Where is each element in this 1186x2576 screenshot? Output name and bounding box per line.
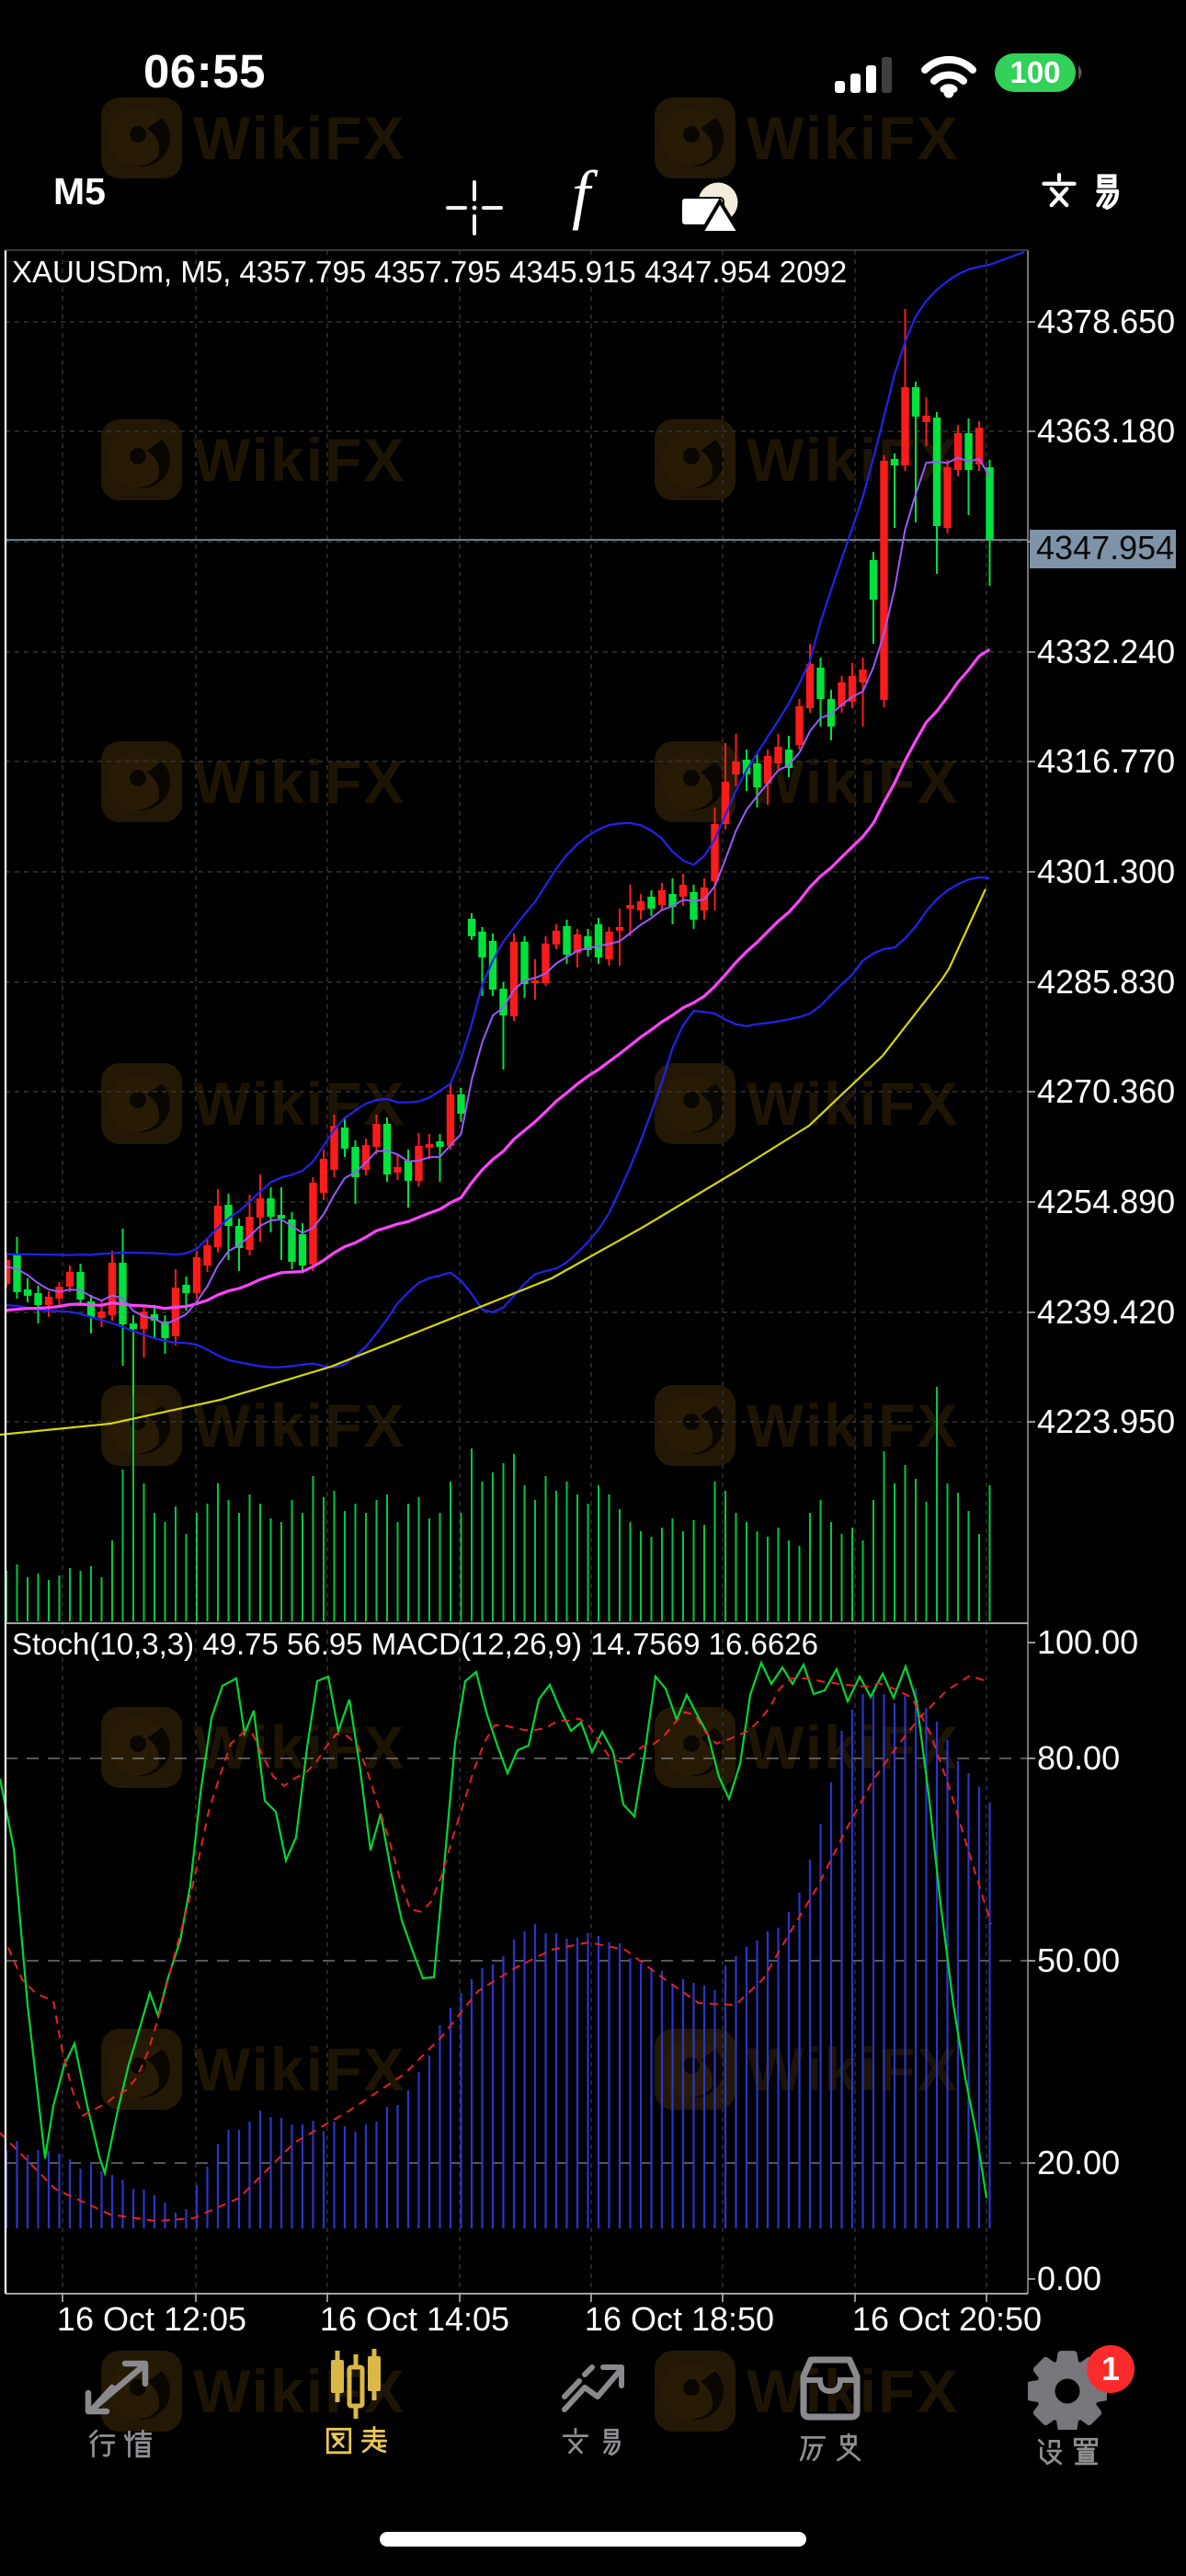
svg-text:WikiFX: WikiFX <box>193 2035 405 2103</box>
svg-text:WikiFX: WikiFX <box>193 1713 405 1781</box>
svg-text:Stoch(10,3,3) 49.75 56.95 MACD: Stoch(10,3,3) 49.75 56.95 MACD(12,26,9) … <box>12 1627 818 1661</box>
svg-text:80.00: 80.00 <box>1037 1739 1120 1777</box>
svg-text:100.00: 100.00 <box>1037 1623 1138 1661</box>
svg-text:16 Oct 14:05: 16 Oct 14:05 <box>320 2300 509 2338</box>
svg-text:16 Oct 20:50: 16 Oct 20:50 <box>852 2300 1042 2338</box>
svg-text:4332.240: 4332.240 <box>1037 633 1175 670</box>
svg-text:16 Oct 18:50: 16 Oct 18:50 <box>585 2300 774 2338</box>
svg-text:16 Oct 12:05: 16 Oct 12:05 <box>57 2300 246 2338</box>
svg-text:WikiFX: WikiFX <box>747 104 959 172</box>
svg-text:4347.954: 4347.954 <box>1036 529 1174 567</box>
svg-text:4254.890: 4254.890 <box>1037 1183 1175 1220</box>
svg-text:WikiFX: WikiFX <box>747 1070 959 1138</box>
svg-text:WikiFX: WikiFX <box>747 1391 959 1460</box>
svg-text:4285.830: 4285.830 <box>1037 963 1175 1001</box>
svg-text:20.00: 20.00 <box>1037 2144 1120 2181</box>
svg-text:XAUUSDm, M5, 4357.795 4357.795: XAUUSDm, M5, 4357.795 4357.795 4345.915 … <box>12 255 847 289</box>
svg-text:WikiFX: WikiFX <box>193 1391 405 1460</box>
svg-text:4316.770: 4316.770 <box>1037 742 1175 780</box>
svg-text:0.00: 0.00 <box>1037 2260 1101 2297</box>
svg-text:WikiFX: WikiFX <box>747 426 959 494</box>
svg-text:4223.950: 4223.950 <box>1037 1402 1175 1440</box>
svg-text:4239.420: 4239.420 <box>1037 1293 1175 1331</box>
svg-text:WikiFX: WikiFX <box>193 748 405 816</box>
svg-text:WikiFX: WikiFX <box>193 104 405 172</box>
svg-text:4378.650: 4378.650 <box>1037 303 1175 340</box>
svg-text:4270.360: 4270.360 <box>1037 1072 1175 1110</box>
svg-text:WikiFX: WikiFX <box>193 426 405 494</box>
svg-text:100: 100 <box>1009 55 1060 89</box>
svg-text:50.00: 50.00 <box>1037 1941 1120 1979</box>
svg-text:4363.180: 4363.180 <box>1037 412 1175 450</box>
svg-text:4301.300: 4301.300 <box>1037 853 1175 890</box>
